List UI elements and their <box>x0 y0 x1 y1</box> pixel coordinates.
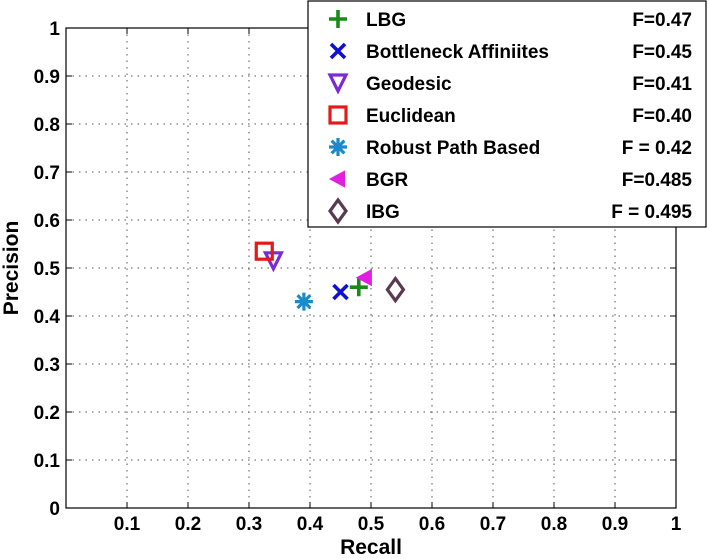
x-tick-label: 0.3 <box>236 514 262 535</box>
x-tick-label: 0.6 <box>419 514 445 535</box>
legend-marker-euclidean <box>328 105 348 125</box>
y-tick-label: 0.2 <box>34 403 60 424</box>
data-point-bottleneck-affiniites <box>332 283 349 301</box>
legend-marker-bottleneck-affiniites <box>329 42 347 60</box>
data-point-robust-path-based <box>294 292 313 311</box>
y-axis-tick-labels: 0 0.1 0.2 0.3 0.4 0.5 0.6 0.7 0.8 0.9 1 <box>34 19 61 520</box>
legend-label-ibg: IBG <box>366 202 400 223</box>
legend-marker-lbg <box>329 10 347 28</box>
legend-label-geodesic: Geodesic <box>366 74 452 95</box>
x-tick-label: 0.5 <box>358 514 385 535</box>
legend-marker-bgr <box>328 170 345 188</box>
data-points <box>254 241 406 311</box>
y-tick-label: 0.1 <box>34 451 61 472</box>
x-tick-label: 0.8 <box>541 514 567 535</box>
legend-score-lbg: F=0.47 <box>632 10 692 31</box>
y-tick-label: 0.6 <box>34 211 60 232</box>
legend-marker-robust-path-based <box>329 138 347 156</box>
x-tick-label: 0.2 <box>175 514 201 535</box>
legend-box <box>307 0 707 228</box>
legend-marker-ibg <box>328 197 348 225</box>
y-tick-label: 0.7 <box>34 163 60 184</box>
y-tick-label: 1 <box>49 19 60 40</box>
data-point-lbg <box>349 278 368 297</box>
legend-marker-geodesic <box>327 73 349 95</box>
y-tick-label: 0.8 <box>34 115 60 136</box>
x-axis-tick-labels: 0.1 0.2 0.3 0.4 0.5 0.6 0.7 0.8 0.9 1 <box>114 514 682 535</box>
legend: LBG F=0.47 Bottleneck Affiniites F=0.45 Geod… <box>307 0 707 228</box>
x-tick-label: 0.9 <box>602 514 628 535</box>
legend-label-lbg: LBG <box>366 10 406 31</box>
data-point-euclidean <box>254 241 274 261</box>
legend-score-ibg: F = 0.495 <box>611 202 692 223</box>
legend-score-geodesic: F=0.41 <box>632 74 692 95</box>
legend-label-robust-path-based: Robust Path Based <box>366 138 540 159</box>
x-tick-label: 0.1 <box>114 514 141 535</box>
x-tick-label: 1 <box>671 514 682 535</box>
legend-label-euclidean: Euclidean <box>366 106 456 127</box>
y-tick-label: 0 <box>49 499 60 520</box>
data-point-bgr <box>355 268 372 287</box>
x-tick-label: 0.7 <box>480 514 506 535</box>
legend-score-bottleneck-affiniites: F=0.45 <box>632 42 692 63</box>
y-axis-label: Precision <box>0 221 23 316</box>
y-tick-label: 0.9 <box>34 67 60 88</box>
y-tick-label: 0.3 <box>34 355 60 376</box>
legend-score-euclidean: F=0.40 <box>632 106 692 127</box>
y-tick-label: 0.4 <box>34 307 61 328</box>
y-tick-label: 0.5 <box>34 259 61 280</box>
x-tick-label: 0.4 <box>297 514 324 535</box>
legend-score-bgr: F=0.485 <box>622 170 693 191</box>
data-point-ibg <box>385 275 406 304</box>
legend-label-bgr: BGR <box>366 170 409 191</box>
legend-score-robust-path-based: F = 0.42 <box>622 138 692 159</box>
x-axis-label: Recall <box>340 536 402 559</box>
legend-label-bottleneck-affiniites: Bottleneck Affiniites <box>366 42 549 63</box>
